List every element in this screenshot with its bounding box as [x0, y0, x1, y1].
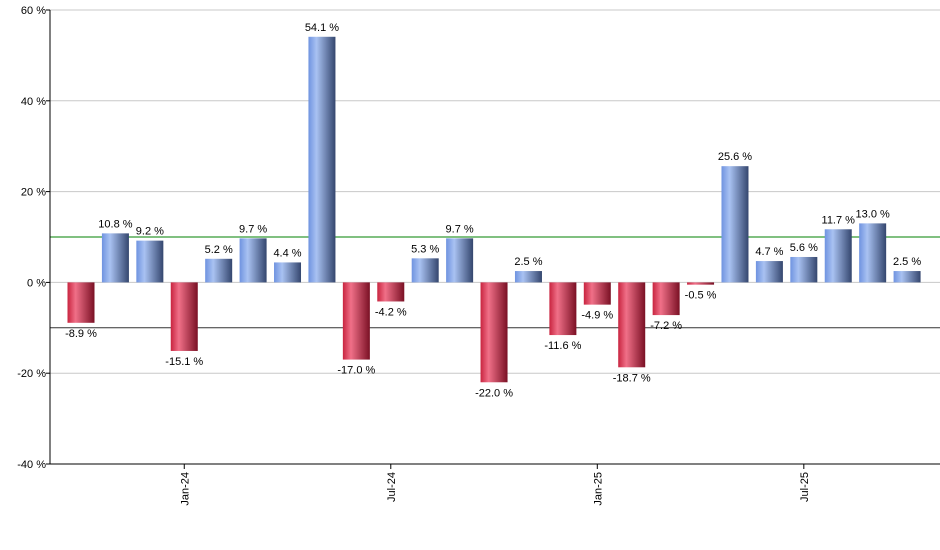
- x-tick-label: Jan-24: [179, 472, 191, 506]
- y-tick-label: 60 %: [21, 5, 46, 17]
- y-tick-label: -40 %: [17, 459, 46, 471]
- bar: [67, 282, 95, 323]
- data-label: 54.1 %: [305, 22, 339, 34]
- bar: [549, 282, 577, 336]
- data-label: -4.2 %: [375, 306, 407, 318]
- y-tick-label: 40 %: [21, 96, 46, 108]
- y-tick-label: -20 %: [17, 368, 46, 380]
- data-label: -22.0 %: [475, 387, 513, 399]
- y-tick-label: 20 %: [21, 187, 46, 199]
- bar: [755, 261, 783, 283]
- bar: [274, 262, 302, 283]
- data-label: -0.5 %: [685, 290, 717, 302]
- data-label: 4.7 %: [755, 246, 783, 258]
- data-label: 5.2 %: [205, 244, 233, 256]
- data-label: 10.8 %: [98, 218, 132, 230]
- data-label: -17.0 %: [337, 365, 375, 377]
- bar: [514, 271, 542, 283]
- x-tick-label: Jul-25: [799, 472, 811, 502]
- data-label: -8.9 %: [65, 328, 97, 340]
- bar: [170, 282, 198, 351]
- bar: [205, 258, 233, 283]
- x-tick-label: Jan-25: [592, 472, 604, 506]
- bar: [687, 282, 715, 285]
- bar: [101, 233, 129, 283]
- x-tick-label: Jul-24: [386, 472, 398, 502]
- bar: [790, 256, 818, 283]
- bar: [239, 238, 267, 283]
- bar: [652, 282, 680, 316]
- data-label: 5.6 %: [790, 242, 818, 254]
- data-label: 25.6 %: [718, 151, 752, 163]
- y-tick-label: 0 %: [27, 277, 46, 289]
- data-label: -11.6 %: [544, 340, 581, 352]
- bar: [446, 238, 474, 283]
- data-label: 9.7 %: [446, 223, 474, 235]
- bar: [136, 240, 164, 283]
- data-label: 13.0 %: [856, 208, 890, 220]
- bar: [721, 166, 749, 283]
- bar: [583, 282, 611, 305]
- bar: [480, 282, 508, 383]
- bar: [342, 282, 370, 360]
- data-label: 2.5 %: [514, 256, 542, 268]
- data-label: -15.1 %: [165, 356, 203, 368]
- data-label: 5.3 %: [411, 243, 439, 255]
- bar: [859, 223, 887, 283]
- data-label: 11.7 %: [822, 214, 856, 226]
- bar: [893, 271, 921, 283]
- bar: [377, 282, 405, 302]
- data-label: -7.2 %: [650, 320, 682, 332]
- bar: [618, 282, 646, 368]
- data-label: 9.2 %: [136, 226, 164, 238]
- data-label: 4.4 %: [273, 247, 301, 259]
- bar: [824, 229, 852, 283]
- data-label: 9.7 %: [239, 223, 267, 235]
- data-label: -18.7 %: [613, 372, 651, 384]
- data-label: 2.5 %: [893, 256, 921, 268]
- bar: [308, 36, 336, 283]
- bar: [411, 258, 439, 283]
- data-label: -4.9 %: [581, 310, 613, 322]
